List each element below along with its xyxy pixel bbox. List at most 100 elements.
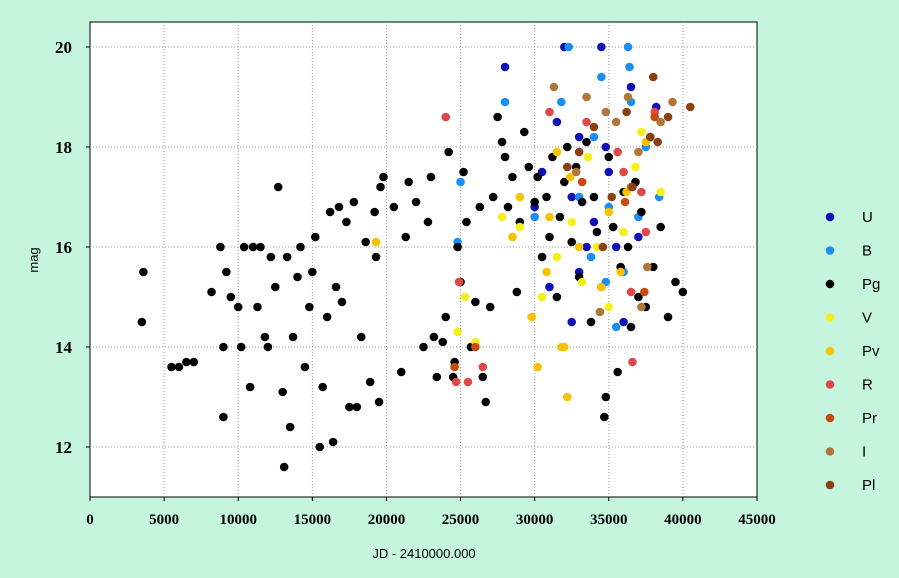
- legend-marker: [825, 447, 835, 456]
- data-point: [471, 342, 480, 352]
- series-V: [453, 127, 665, 347]
- data-point: [263, 342, 273, 352]
- data-point: [552, 117, 562, 127]
- data-point: [656, 117, 665, 127]
- data-point: [248, 242, 258, 252]
- data-point: [557, 97, 566, 107]
- plot-area: [89, 21, 758, 498]
- data-point: [256, 242, 265, 252]
- data-point: [167, 362, 176, 372]
- data-point: [634, 147, 643, 157]
- x-tick-label: 45000: [738, 512, 776, 528]
- data-point: [545, 212, 554, 222]
- data-point: [453, 327, 462, 337]
- data-point: [616, 267, 625, 277]
- data-point: [656, 222, 665, 232]
- data-point: [619, 227, 628, 237]
- data-point: [182, 357, 191, 367]
- data-point: [515, 192, 525, 202]
- data-point: [463, 377, 473, 387]
- series-Pl: [562, 72, 695, 252]
- data-point: [219, 342, 228, 352]
- data-point: [411, 197, 421, 207]
- data-point: [598, 242, 608, 252]
- y-tick-label: 14: [55, 338, 73, 357]
- data-point: [622, 107, 631, 117]
- data-point: [500, 62, 510, 72]
- data-point: [508, 232, 517, 242]
- data-point: [174, 362, 184, 372]
- x-tick-label: 30000: [516, 512, 554, 528]
- data-point: [374, 397, 384, 407]
- data-point: [582, 137, 591, 147]
- data-point: [643, 262, 652, 272]
- data-point: [562, 162, 572, 172]
- data-point: [595, 307, 605, 317]
- series-Pg: [137, 112, 688, 472]
- x-axis-ticks: 0 5000 10000 15000 20000 25000 30000 35000 40000…: [86, 497, 776, 528]
- data-point: [527, 312, 537, 322]
- legend-item-I: I: [825, 444, 866, 461]
- data-point: [545, 282, 554, 292]
- data-point: [589, 132, 599, 142]
- x-tick-label: 0: [86, 512, 94, 528]
- data-point: [567, 217, 577, 227]
- y-tick-label: 20: [55, 38, 72, 57]
- data-point: [345, 402, 354, 412]
- x-tick-label: 15000: [294, 512, 332, 528]
- data-point: [604, 207, 614, 217]
- data-point: [686, 102, 695, 112]
- data-point: [631, 162, 640, 172]
- data-point: [273, 182, 283, 192]
- data-point: [226, 292, 236, 302]
- data-point: [583, 152, 593, 162]
- data-point: [515, 222, 525, 232]
- data-point: [233, 302, 243, 312]
- data-point: [589, 122, 599, 132]
- data-point: [604, 152, 614, 162]
- data-point: [278, 387, 287, 397]
- data-point: [462, 217, 471, 227]
- data-point: [611, 322, 621, 332]
- data-point: [453, 242, 462, 252]
- data-point: [325, 207, 335, 217]
- data-point: [625, 62, 634, 72]
- data-point: [613, 147, 622, 157]
- data-point: [236, 342, 246, 352]
- data-point: [545, 107, 554, 117]
- x-tick-label: 40000: [664, 512, 702, 528]
- data-point: [628, 357, 637, 367]
- data-point: [637, 127, 646, 137]
- data-point: [471, 297, 480, 307]
- data-point: [460, 292, 470, 302]
- data-point: [537, 292, 547, 302]
- data-point: [564, 42, 574, 52]
- y-axis-ticks: 12 14 16 18 20: [55, 38, 90, 457]
- data-point: [641, 227, 651, 237]
- data-point: [640, 287, 649, 297]
- data-point: [663, 312, 673, 322]
- data-point: [650, 112, 660, 122]
- data-point: [530, 212, 539, 222]
- data-point: [334, 202, 344, 212]
- data-point: [315, 442, 325, 452]
- data-point: [586, 317, 596, 327]
- data-point: [567, 237, 577, 247]
- legend-label: Pv: [862, 343, 880, 360]
- data-point: [337, 297, 347, 307]
- data-point: [560, 342, 569, 352]
- data-point: [441, 112, 451, 122]
- data-point: [589, 217, 599, 227]
- data-point: [293, 272, 302, 282]
- data-point: [656, 187, 665, 197]
- data-point: [571, 167, 581, 177]
- data-point: [634, 292, 643, 302]
- data-point: [478, 372, 488, 382]
- data-point: [318, 382, 328, 392]
- legend-marker: [825, 246, 835, 255]
- data-point: [611, 117, 621, 127]
- data-point: [628, 182, 637, 192]
- data-point: [219, 412, 228, 422]
- data-point: [493, 112, 502, 122]
- legend-item-Pl: Pl: [825, 477, 875, 494]
